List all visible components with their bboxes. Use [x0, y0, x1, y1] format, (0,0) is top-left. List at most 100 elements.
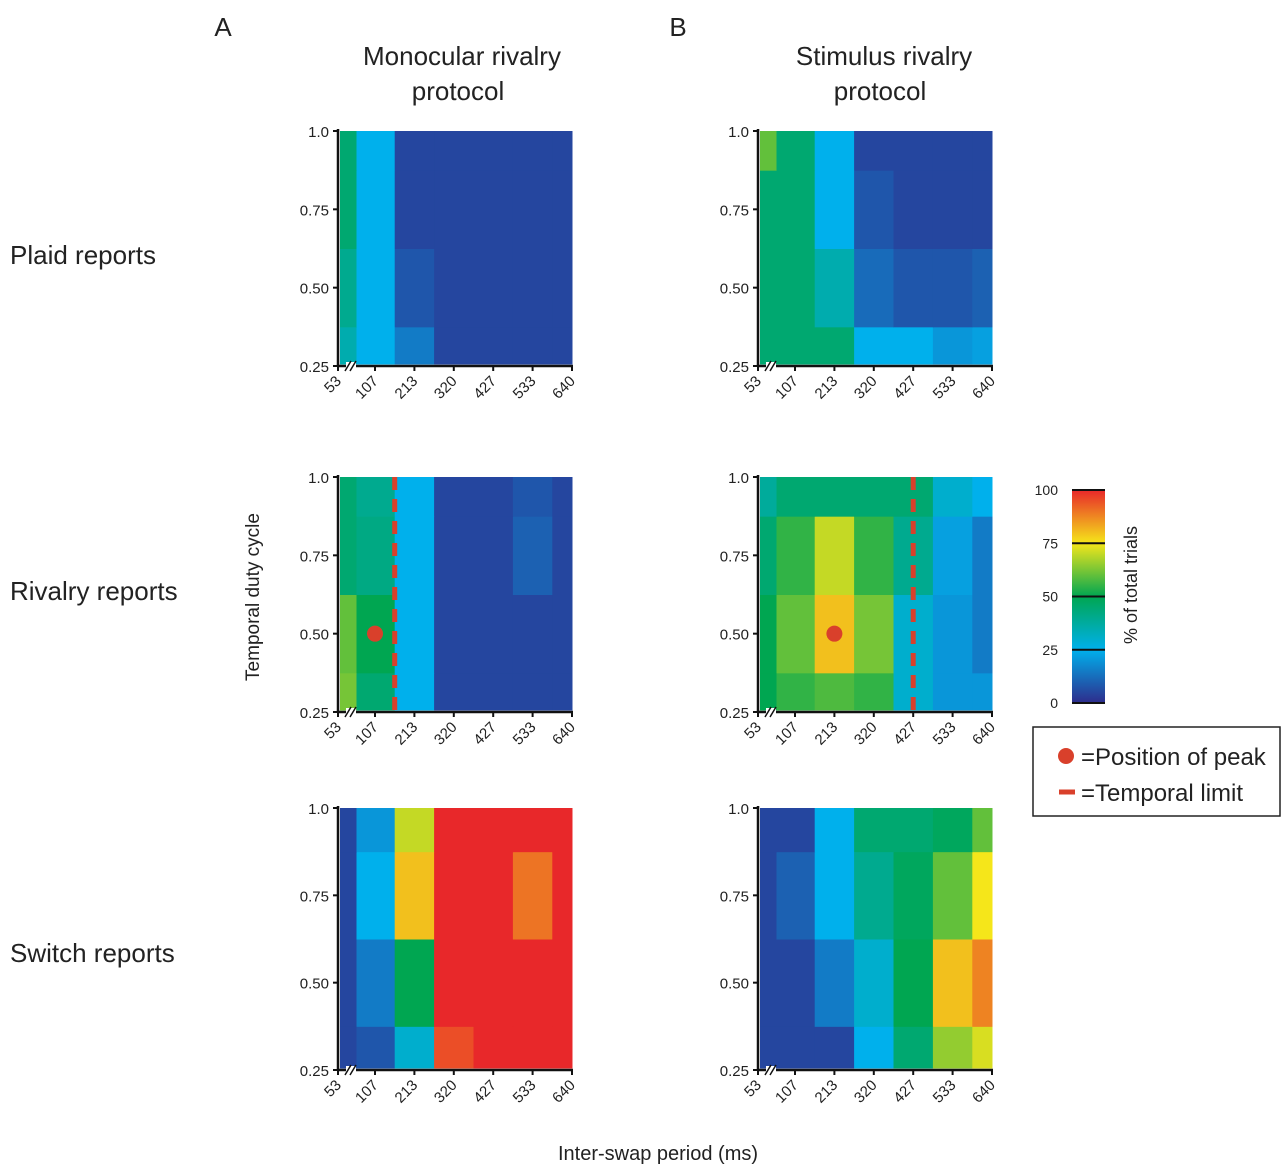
heatmap-panel: 0.25 0.50 0.75 1.0 53 107 213 320 427 533 640	[720, 801, 999, 1107]
heat-cell	[394, 808, 435, 853]
axis-break	[766, 362, 776, 370]
x-tick-label: 213	[392, 719, 422, 749]
heat-cell	[854, 808, 894, 853]
heat-cell	[552, 477, 573, 517]
heat-cell	[340, 851, 357, 940]
heat-cell	[512, 1026, 553, 1069]
legend-text: =Position of peak	[1081, 744, 1267, 771]
y-tick-label: 0.75	[300, 888, 329, 905]
y-tick-label: 0.75	[720, 888, 749, 905]
x-tick-label: 107	[352, 373, 382, 403]
legend-text: =Temporal limit	[1081, 780, 1243, 807]
heat-cell	[473, 672, 514, 711]
heat-cell	[552, 516, 573, 595]
heat-cell	[776, 131, 816, 171]
heat-cell	[434, 672, 474, 711]
axis-break	[766, 708, 776, 716]
heat-cell	[760, 477, 777, 517]
colorbar-label: % of total trials	[1121, 526, 1141, 644]
heat-cell	[340, 516, 357, 595]
heat-cell	[356, 516, 396, 595]
x-tick-label: 53	[741, 1077, 765, 1101]
heat-cell	[760, 326, 777, 365]
heat-cell	[434, 808, 474, 853]
heat-cell	[394, 851, 435, 940]
heat-cell	[760, 248, 777, 328]
heat-cell	[552, 594, 573, 674]
heat-cell	[760, 516, 777, 595]
heat-cell	[814, 808, 855, 853]
heat-cell	[893, 1026, 934, 1069]
axis-break	[344, 706, 357, 718]
y-tick-label: 0.75	[300, 548, 329, 565]
colorbar-tick-label: 75	[1042, 535, 1058, 551]
heat-cell	[340, 326, 357, 365]
x-tick-label: 320	[851, 373, 881, 403]
y-tick-label: 0.50	[720, 627, 749, 644]
heat-cell	[854, 131, 894, 171]
heat-cell	[434, 248, 474, 328]
heat-cell	[893, 131, 934, 171]
heat-cell	[854, 326, 894, 365]
x-tick-label: 53	[741, 373, 765, 397]
heat-cell	[932, 939, 973, 1027]
x-tick-label: 320	[431, 719, 461, 749]
y-axis-label: Temporal duty cycle	[243, 513, 264, 681]
heat-cell	[776, 170, 816, 249]
heat-cell	[512, 170, 553, 249]
heat-cell	[893, 939, 934, 1027]
heat-cell	[893, 170, 934, 249]
heat-cell	[814, 1026, 855, 1069]
heat-cell	[434, 1026, 474, 1069]
x-tick-label: 53	[741, 719, 765, 743]
heat-cell	[932, 516, 973, 595]
heat-cell	[972, 939, 993, 1027]
x-tick-label: 213	[812, 373, 842, 403]
heat-cell	[932, 672, 973, 711]
heat-cell	[552, 672, 573, 711]
y-tick-label: 1.0	[728, 124, 749, 141]
axis-break	[344, 360, 357, 372]
heat-cell	[854, 851, 894, 940]
heat-cell	[512, 326, 553, 365]
heat-cell	[972, 477, 993, 517]
y-tick-label: 1.0	[728, 470, 749, 487]
column-title: Monocular rivalry	[363, 41, 561, 71]
heat-cell	[356, 326, 396, 365]
y-tick-label: 0.25	[300, 705, 329, 722]
colorbar-tick-label: 100	[1035, 482, 1059, 498]
heat-cell	[972, 851, 993, 940]
axis-break	[764, 360, 777, 372]
heat-cell	[473, 170, 514, 249]
x-tick-label: 640	[969, 1077, 999, 1107]
heat-cell	[854, 516, 894, 595]
panel-label: A	[214, 12, 232, 42]
x-tick-label: 427	[470, 1077, 500, 1107]
y-tick-label: 0.25	[720, 1063, 749, 1080]
heat-cell	[854, 672, 894, 711]
heat-cell	[356, 477, 396, 517]
x-tick-label: 320	[851, 1077, 881, 1107]
y-tick-label: 0.25	[720, 705, 749, 722]
heat-cell	[394, 516, 435, 595]
axis-break	[764, 706, 777, 718]
heat-cell	[340, 672, 357, 711]
x-tick-label: 427	[890, 373, 920, 403]
heat-cell	[814, 939, 855, 1027]
heat-cell	[814, 672, 855, 711]
heat-cell	[552, 131, 573, 171]
heat-cell	[394, 477, 435, 517]
heat-cell	[434, 131, 474, 171]
heat-cell	[972, 131, 993, 171]
x-tick-label: 213	[812, 719, 842, 749]
heat-cell	[434, 516, 474, 595]
heat-cell	[394, 672, 435, 711]
heat-cell	[512, 477, 553, 517]
heat-cell	[552, 248, 573, 328]
heat-cell	[473, 131, 514, 171]
y-tick-label: 1.0	[728, 801, 749, 818]
heat-cell	[972, 516, 993, 595]
x-tick-label: 427	[890, 719, 920, 749]
heat-cell	[356, 248, 396, 328]
